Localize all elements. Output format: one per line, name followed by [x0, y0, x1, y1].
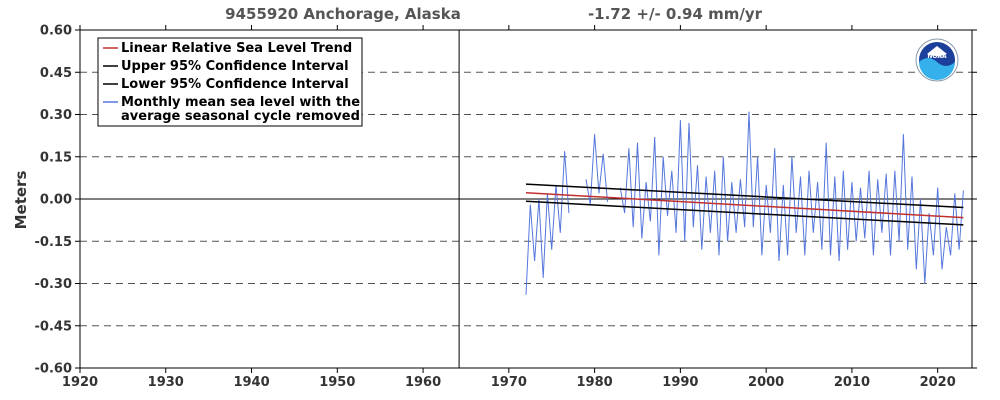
- legend-label-lower: Lower 95% Confidence Interval: [121, 77, 349, 92]
- y-tick-label: -0.45: [35, 319, 72, 334]
- x-tick-label: 1930: [148, 375, 184, 390]
- legend: Linear Relative Sea Level Trend Upper 95…: [97, 37, 363, 127]
- chart-title: 9455920 Anchorage, Alaska: [225, 5, 461, 23]
- x-tick-label: 2000: [748, 375, 784, 390]
- y-tick-label: 0.60: [40, 24, 72, 39]
- x-axis: 1920 1930 1940 1950 1960 1970 1980 1990 2000 2010…: [62, 25, 956, 390]
- x-tick-label: 1940: [233, 375, 269, 390]
- x-tick-label: 1980: [577, 375, 613, 390]
- series-line-trend: [525, 192, 964, 219]
- legend-label-monthly: Monthly mean sea level with the: [121, 95, 360, 110]
- y-tick-label: 0.30: [40, 108, 72, 123]
- legend-label-monthly-line2: average seasonal cycle removed: [121, 109, 360, 124]
- noaa-logo-icon: NOAA: [915, 38, 959, 82]
- plot-border: [79, 29, 973, 369]
- y-axis: 0.60 0.45 0.30 0.15 0.00 -0.15 -0.30 -0.45 -0.60: [35, 24, 977, 377]
- series-line-upper-ci: [525, 183, 964, 209]
- y-tick-label: -0.15: [35, 235, 72, 250]
- legend-label-upper: Upper 95% Confidence Interval: [121, 59, 349, 74]
- y-tick-label: 0.15: [40, 150, 72, 165]
- y-tick-label: 0.45: [40, 66, 72, 81]
- x-tick-label: 1920: [62, 375, 98, 390]
- x-tick-label: 1960: [405, 375, 441, 390]
- x-tick-label: 1970: [491, 375, 527, 390]
- series-group: [525, 111, 964, 295]
- x-tick-label: 2010: [834, 375, 870, 390]
- y-tick-label: -0.60: [35, 362, 72, 377]
- x-tick-label: 1950: [319, 375, 355, 390]
- series-line-lower-ci: [525, 200, 964, 226]
- trend-label: -1.72 +/- 0.94 mm/yr: [588, 5, 763, 23]
- x-tick-label: 2020: [920, 375, 956, 390]
- x-tick-label: 1990: [662, 375, 698, 390]
- y-tick-label: -0.30: [35, 277, 72, 292]
- legend-label-trend: Linear Relative Sea Level Trend: [121, 41, 352, 56]
- legend-box: [97, 37, 363, 127]
- y-axis-label: Meters: [12, 171, 30, 230]
- y-tick-label: 0.00: [40, 193, 72, 208]
- svg-text:NOAA: NOAA: [927, 53, 947, 60]
